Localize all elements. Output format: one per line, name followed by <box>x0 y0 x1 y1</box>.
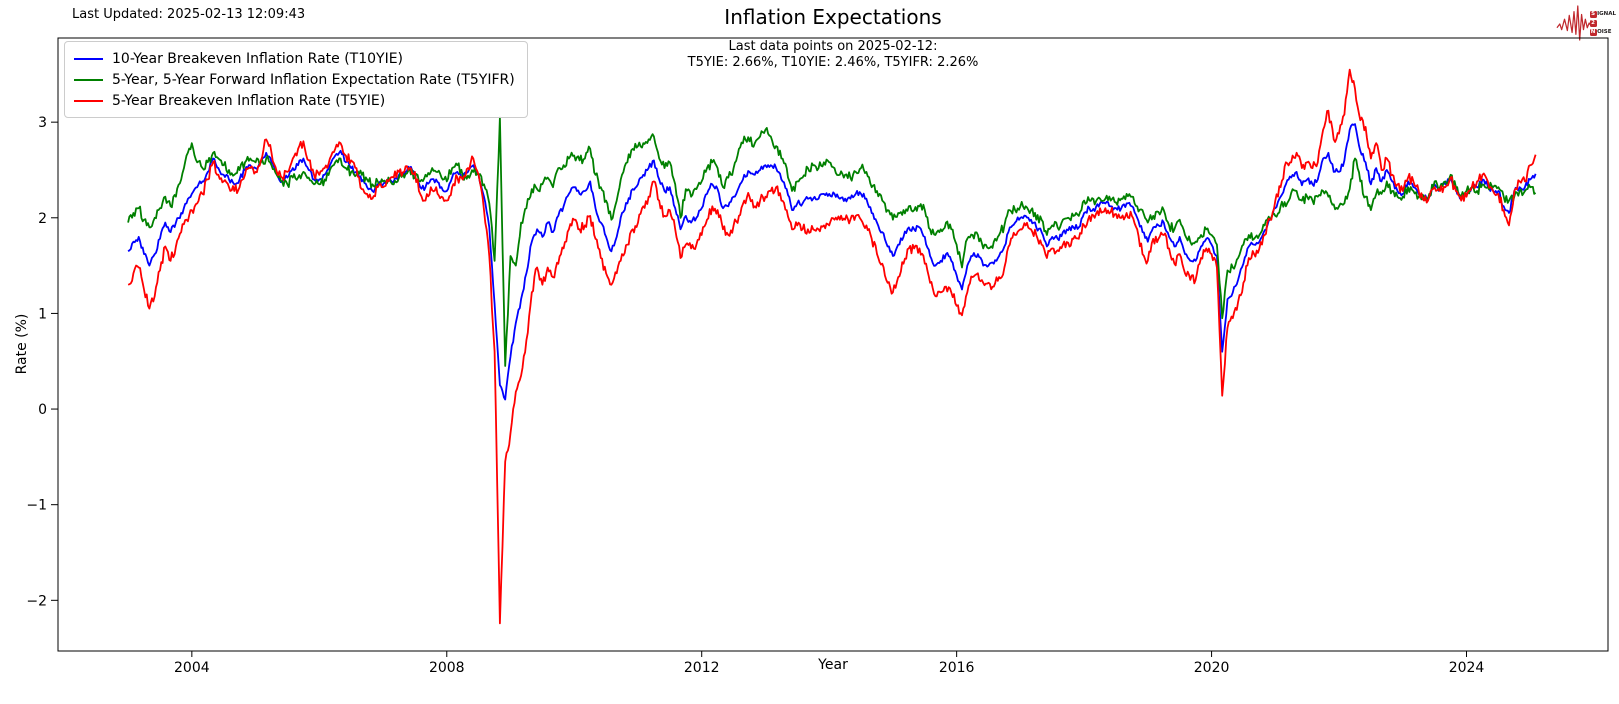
logo-2-badge: 2 <box>1589 19 1597 27</box>
annotation-line-2: T5YIE: 2.66%, T10YIE: 2.46%, T5YIFR: 2.2… <box>687 55 979 70</box>
waveform-icon <box>1556 5 1592 41</box>
legend-label-T5YIE: 5-Year Breakeven Inflation Rate (T5YIE) <box>112 92 386 109</box>
annotation-line-1: Last data points on 2025-02-12: <box>728 39 938 54</box>
legend-swatch-T10YIE <box>74 57 103 60</box>
x-tick-label: 2012 <box>684 660 720 676</box>
logo-s-badge: S <box>1589 10 1597 18</box>
last-datapoints-annotation: Last data points on 2025-02-12: T5YIE: 2… <box>688 39 979 71</box>
x-axis-label: Year <box>818 657 848 673</box>
y-axis-ticks: −2 −1 0 1 2 3 <box>26 115 58 609</box>
legend-label-T10YIE: 10-Year Breakeven Inflation Rate (T10YIE… <box>112 50 404 67</box>
legend-swatch-T5YIFR <box>74 78 103 81</box>
last-updated-text: Last Updated: 2025-02-13 12:09:43 <box>72 7 306 22</box>
logo-noise-text: OISE <box>1597 29 1612 35</box>
legend-item-T5YIFR: 5-Year, 5-Year Forward Inflation Expecta… <box>74 70 515 89</box>
legend-label-T5YIFR: 5-Year, 5-Year Forward Inflation Expecta… <box>112 71 515 88</box>
logo-n-badge: N <box>1589 28 1597 36</box>
legend-item-T10YIE: 10-Year Breakeven Inflation Rate (T10YIE… <box>74 49 515 68</box>
y-tick-label: 3 <box>38 115 47 131</box>
series-line-T10YIE <box>127 123 1537 401</box>
x-tick-label: 2008 <box>429 660 465 676</box>
x-tick-label: 2004 <box>174 660 210 676</box>
series-line-T5YIE <box>127 68 1537 625</box>
y-axis-label: Rate (%) <box>14 313 30 375</box>
y-tick-label: 2 <box>38 211 47 227</box>
plot-border <box>57 37 1609 652</box>
x-tick-label: 2016 <box>939 660 975 676</box>
y-tick-label: −2 <box>26 593 47 609</box>
y-tick-label: 1 <box>38 306 47 322</box>
legend-swatch-T5YIE <box>74 99 103 102</box>
series-line-T5YIFR <box>127 116 1537 367</box>
x-tick-label: 2020 <box>1194 660 1230 676</box>
logo-text: S IGNAL 2 N OISE <box>1589 10 1616 36</box>
legend: 10-Year Breakeven Inflation Rate (T10YIE… <box>64 41 528 118</box>
signal2noise-logo: S IGNAL 2 N OISE <box>1556 2 1616 44</box>
legend-item-T5YIE: 5-Year Breakeven Inflation Rate (T5YIE) <box>74 91 515 110</box>
logo-signal-text: IGNAL <box>1597 11 1616 17</box>
x-tick-label: 2024 <box>1449 660 1485 676</box>
x-axis-ticks: 2004 2008 2012 2016 2020 2024 <box>174 651 1484 676</box>
y-tick-label: −1 <box>26 498 47 514</box>
chart-title: Inflation Expectations <box>724 5 942 29</box>
y-tick-label: 0 <box>38 402 47 418</box>
